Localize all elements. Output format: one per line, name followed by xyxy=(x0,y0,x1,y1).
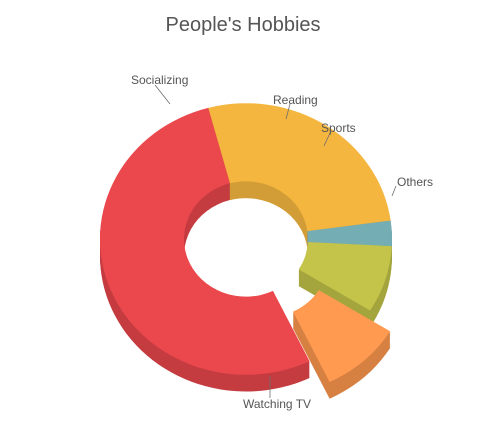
slice-sports[interactable] xyxy=(298,242,392,311)
slice-reading[interactable] xyxy=(307,220,393,247)
slice-socializing[interactable] xyxy=(208,103,391,232)
slice-inner-wall-socializing xyxy=(229,181,308,248)
donut-slices xyxy=(99,103,393,382)
leader-line-socializing xyxy=(154,84,171,105)
leader-line-others xyxy=(391,185,397,197)
leader-line-sports xyxy=(323,132,331,147)
label-socializing: Socializing xyxy=(131,73,188,87)
chart-title: People's Hobbies xyxy=(165,14,321,36)
label-watching-tv: Watching TV xyxy=(243,397,311,411)
slice-watching-tv[interactable] xyxy=(99,107,310,375)
leader-line-reading xyxy=(285,103,291,120)
label-sports: Sports xyxy=(321,121,356,135)
label-reading: Reading xyxy=(273,93,318,107)
label-others: Others xyxy=(397,175,433,189)
slice-others[interactable] xyxy=(293,290,391,382)
